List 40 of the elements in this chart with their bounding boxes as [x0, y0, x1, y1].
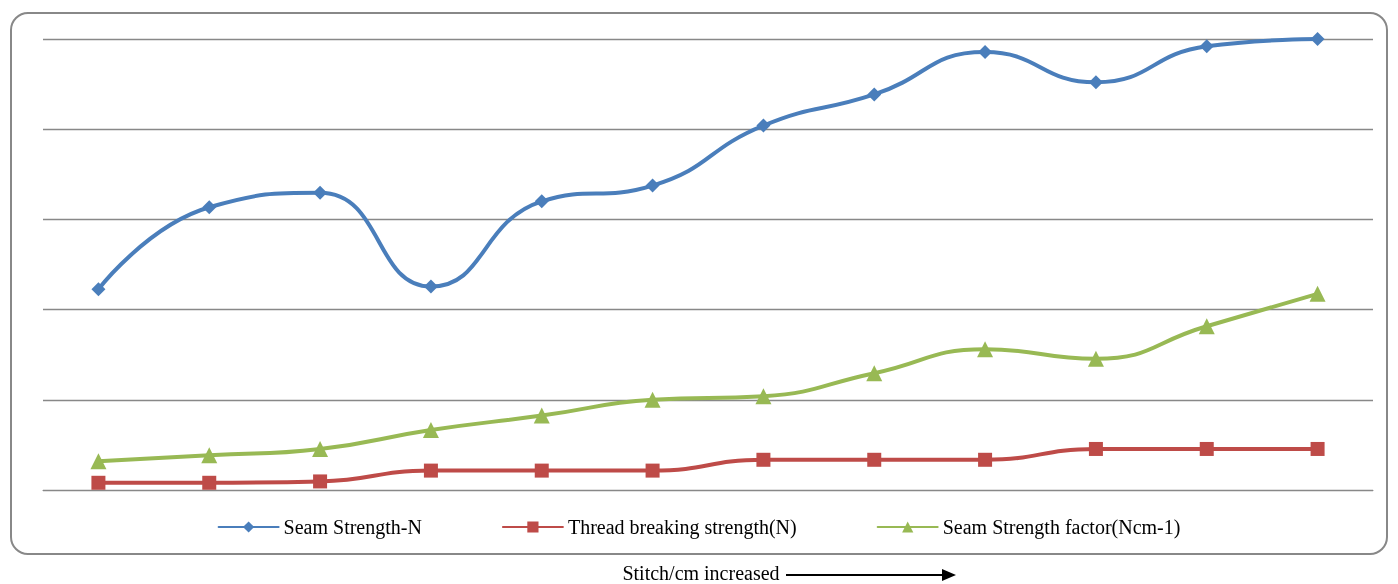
point [91, 475, 106, 490]
point [313, 474, 328, 489]
legend-label: Seam Strength-N [283, 516, 422, 539]
point [423, 463, 438, 478]
point [1310, 32, 1325, 46]
point [202, 475, 217, 490]
point [90, 453, 107, 470]
point [423, 279, 438, 294]
point [422, 422, 439, 439]
point [1310, 441, 1325, 456]
point [534, 463, 549, 478]
point [644, 391, 661, 408]
point [1309, 285, 1326, 302]
legend-label: Thread breaking strength(N) [567, 516, 797, 539]
point [91, 282, 106, 297]
point [1088, 75, 1103, 90]
point [977, 341, 994, 358]
point [1198, 318, 1215, 335]
point [202, 200, 217, 215]
x-axis-title: Stitch/cm increased [621, 562, 780, 584]
point [1199, 39, 1214, 54]
legend-label: Seam Strength factor(Ncm-1) [942, 516, 1181, 539]
point [1199, 441, 1214, 456]
point [867, 87, 882, 102]
point [312, 440, 329, 457]
point [645, 178, 660, 193]
point [978, 452, 993, 467]
point [867, 452, 882, 467]
point [978, 45, 993, 60]
point [201, 447, 218, 464]
point [1087, 350, 1104, 367]
point [645, 463, 660, 478]
point [756, 118, 771, 133]
point [866, 365, 883, 382]
point [756, 452, 771, 467]
point [534, 194, 549, 209]
point [313, 185, 328, 200]
point [755, 388, 772, 405]
point [533, 407, 550, 424]
point [1088, 441, 1103, 456]
